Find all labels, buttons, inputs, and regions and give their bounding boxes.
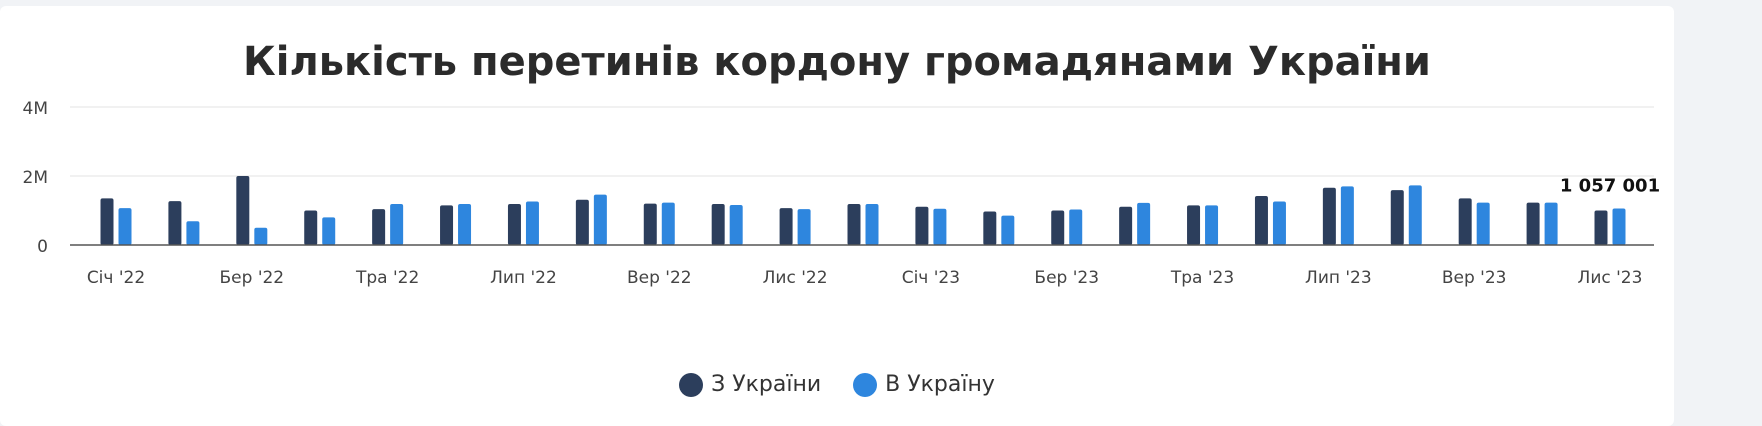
- y-tick-label: 2M: [23, 168, 48, 188]
- bar: [729, 204, 743, 245]
- x-tick-label: Тра '22: [355, 268, 419, 288]
- x-tick-label: Лип '23: [1305, 268, 1372, 288]
- bar: [575, 199, 589, 245]
- bar: [983, 211, 997, 245]
- y-tick-label: 4M: [23, 99, 48, 119]
- bar: [390, 203, 404, 245]
- bar: [1137, 202, 1151, 245]
- bar: [1119, 206, 1133, 245]
- bar: [1254, 196, 1268, 245]
- x-tick-label: Січ '23: [902, 268, 960, 288]
- bar: [1001, 215, 1015, 245]
- bar: [1408, 185, 1422, 245]
- bar: [458, 203, 472, 245]
- legend-marker: [853, 372, 878, 397]
- chart-card: Кількість перетинів кордону громадянами …: [0, 6, 1674, 426]
- bar: [236, 176, 250, 245]
- legend-item-from-ukraine[interactable]: З України: [679, 372, 821, 397]
- bar: [525, 201, 539, 245]
- bar: [118, 208, 132, 245]
- bar: [1476, 202, 1490, 245]
- bar: [1544, 202, 1558, 245]
- bar-chart: 0 2M 4M Січ '22 Бер '22 Тра '22 Лип '22 Вер '22…: [23, 99, 1661, 288]
- bar: [1612, 208, 1626, 245]
- bar: [933, 208, 947, 245]
- bar: [100, 198, 114, 245]
- bar: [711, 203, 725, 245]
- bar: [865, 203, 879, 245]
- x-tick-label: Вер '22: [627, 268, 692, 288]
- y-tick-label: 0: [37, 237, 48, 257]
- x-tick-label: Бер '23: [1034, 268, 1099, 288]
- bar: [1390, 190, 1404, 245]
- bar: [322, 217, 336, 245]
- bar: [847, 203, 861, 245]
- legend-label: З України: [711, 372, 822, 397]
- legend-marker: [679, 372, 704, 397]
- bar: [254, 227, 268, 245]
- bar: [1322, 187, 1336, 245]
- bar: [593, 194, 607, 245]
- bar: [779, 208, 793, 245]
- bar: [507, 203, 521, 245]
- bar: [1458, 198, 1472, 245]
- bar: [643, 203, 657, 245]
- bar: [372, 209, 386, 245]
- x-tick-label: Лип '22: [490, 268, 557, 288]
- x-tick-label: Бер '22: [220, 268, 285, 288]
- chart-title: Кількість перетинів кордону громадянами …: [243, 39, 1431, 85]
- x-tick-label: Тра '23: [1170, 268, 1234, 288]
- bar: [304, 210, 318, 245]
- data-label: 1 057 001: [1560, 176, 1660, 197]
- legend-item-to-ukraine[interactable]: В Україну: [853, 372, 995, 397]
- x-tick-label: Лис '22: [763, 268, 828, 288]
- bar: [915, 206, 929, 245]
- bar: [1069, 209, 1083, 245]
- bar: [1051, 210, 1065, 245]
- bar: [1205, 205, 1219, 245]
- bar: [1594, 210, 1608, 245]
- legend-label: В Україну: [885, 372, 995, 397]
- x-tick-label: Лис '23: [1578, 268, 1643, 288]
- legend: З України В Україну: [0, 372, 1674, 397]
- bar: [1187, 205, 1201, 245]
- bar: [661, 202, 675, 245]
- bar: [1272, 201, 1286, 245]
- bar: [168, 201, 182, 245]
- bar: [186, 221, 200, 245]
- bar: [1526, 202, 1540, 245]
- x-tick-label: Січ '22: [87, 268, 145, 288]
- bar: [797, 209, 811, 245]
- bar: [1340, 186, 1354, 245]
- x-tick-label: Вер '23: [1442, 268, 1507, 288]
- bar: [440, 205, 454, 245]
